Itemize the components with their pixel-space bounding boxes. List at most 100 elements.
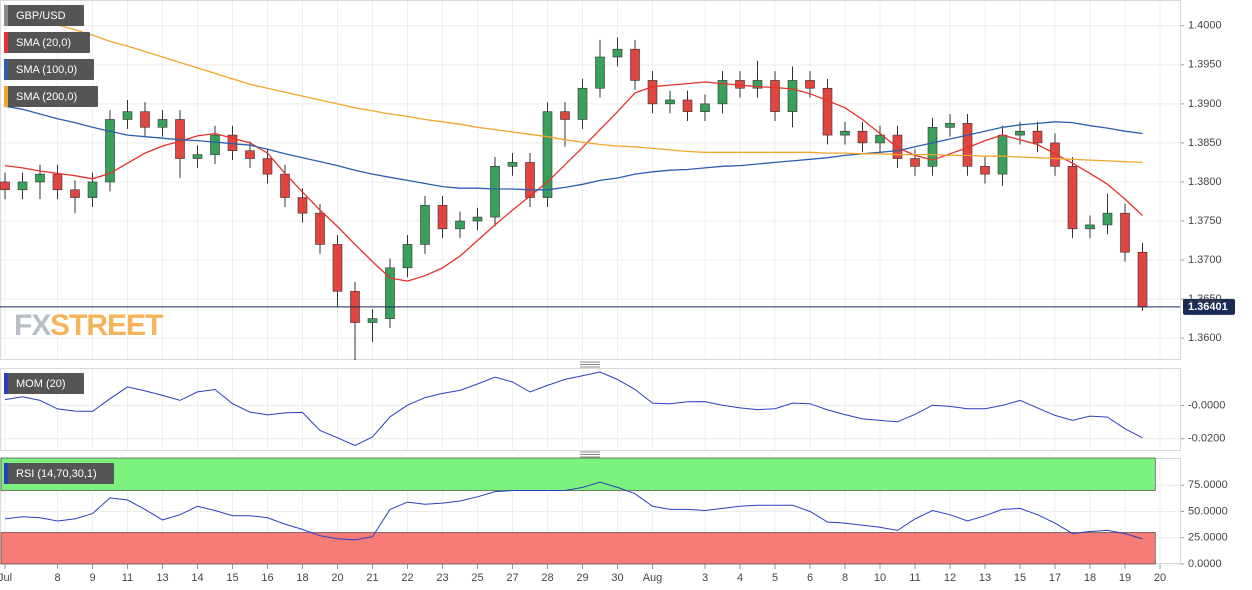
candle-body xyxy=(1015,130,1025,136)
legend-label: GBP/USD xyxy=(16,10,66,22)
x-tick-label: 4 xyxy=(737,572,743,584)
legend-label: MOM (20) xyxy=(16,378,66,390)
marks xyxy=(0,9,1180,565)
candle-body xyxy=(332,244,343,292)
x-tick-label: 13 xyxy=(156,572,168,584)
candle-body xyxy=(910,158,920,167)
candle-body xyxy=(665,99,675,105)
x-tick-label: 22 xyxy=(401,572,413,584)
y-tick-label: 1.3700 xyxy=(1188,254,1222,266)
legend-box xyxy=(4,463,114,484)
candle-body xyxy=(525,162,535,198)
y-tick-label: -0.0200 xyxy=(1188,433,1225,445)
x-tick-label: 6 xyxy=(807,572,813,584)
candle-body xyxy=(210,134,220,155)
legend-label: RSI (14,70,30,1) xyxy=(16,468,97,480)
candle-body xyxy=(752,80,763,89)
candle-body xyxy=(52,173,63,191)
x-tick-label: 28 xyxy=(541,572,553,584)
candle-body xyxy=(927,126,938,167)
candle-body xyxy=(472,216,483,222)
x-tick-label: 20 xyxy=(1154,572,1166,584)
candle-body xyxy=(647,80,658,105)
x-tick-label: 20 xyxy=(331,572,343,584)
legend-swatch xyxy=(4,5,8,26)
candle-body xyxy=(122,111,133,120)
x-tick-label: 8 xyxy=(842,572,848,584)
x-tick-label: 17 xyxy=(1049,572,1061,584)
x-tick-label: 29 xyxy=(576,572,588,584)
candle-body xyxy=(682,99,693,112)
candle-body xyxy=(420,205,430,245)
candle-body xyxy=(0,181,10,191)
candle-body xyxy=(980,166,990,175)
x-tick-label: Aug xyxy=(643,572,663,584)
legend-swatch xyxy=(4,59,8,80)
legend-box xyxy=(4,59,94,80)
x-tick-label: 23 xyxy=(436,572,448,584)
legend: 1.36401 GBP/USD SMA (20,0) SMA (100,0) SMA (… xyxy=(4,5,1235,484)
candle-body xyxy=(717,80,728,105)
candle-body xyxy=(192,154,203,159)
candle-body xyxy=(402,244,413,269)
y-tick-label: 1.3850 xyxy=(1188,137,1222,149)
candle-body xyxy=(17,181,28,191)
x-tick-label: 16 xyxy=(261,572,273,584)
y-tick-label: 0.0000 xyxy=(1188,558,1222,570)
candle-body xyxy=(105,119,115,183)
indicator-line xyxy=(4,371,1143,447)
legend-box xyxy=(4,5,84,26)
candle-body xyxy=(1102,212,1113,226)
y-tick-label: -0.0000 xyxy=(1188,399,1225,411)
candle-body xyxy=(367,318,378,323)
last-price-label: 1.36401 xyxy=(1188,301,1228,313)
candle-body xyxy=(560,111,570,120)
y-tick-label: 1.3800 xyxy=(1188,176,1222,188)
x-tick-label: 25 xyxy=(471,572,483,584)
candle-body xyxy=(315,212,325,245)
sma-line xyxy=(4,81,1143,282)
candle-body xyxy=(997,134,1008,175)
y-tick-label: 1.3950 xyxy=(1188,59,1222,71)
y-tick-label: 50.0000 xyxy=(1188,505,1228,517)
candle-body xyxy=(245,150,255,159)
x-tick-label: 19 xyxy=(1119,572,1131,584)
x-tick-label: 8 xyxy=(54,572,60,584)
y-tick-label: 25.0000 xyxy=(1188,532,1228,544)
oversold-band xyxy=(0,532,1156,565)
candle-body xyxy=(857,130,868,144)
candle-body xyxy=(87,181,98,198)
sma-line xyxy=(4,9,1143,164)
legend-box xyxy=(4,86,98,107)
panel-grip xyxy=(580,361,600,458)
x-tick-label: 9 xyxy=(89,572,95,584)
candle-body xyxy=(70,189,80,198)
x-tick-label: 15 xyxy=(226,572,238,584)
x-tick-label: 13 xyxy=(979,572,991,584)
candle-body xyxy=(157,119,168,128)
sma-line xyxy=(4,105,1143,191)
y-tick-label: 1.3600 xyxy=(1188,332,1222,344)
logo-street: STREET xyxy=(50,309,163,342)
mom-panel xyxy=(0,368,1181,451)
candle-body xyxy=(455,220,465,230)
x-tick-label: 15 xyxy=(1014,572,1026,584)
x-tick-label: 5 xyxy=(772,572,778,584)
y-tick-label: 1.3900 xyxy=(1188,98,1222,110)
legend-swatch xyxy=(4,86,8,107)
overbought-band xyxy=(0,457,1156,491)
x-tick-label: 18 xyxy=(296,572,308,584)
candle-body xyxy=(1085,224,1095,230)
x-tick-label: 11 xyxy=(909,572,920,584)
legend-box xyxy=(4,373,84,394)
candle-body xyxy=(945,123,955,128)
indicator-line xyxy=(4,481,1143,541)
legend-label: SMA (20,0) xyxy=(16,37,71,49)
candle-body xyxy=(1067,166,1078,230)
logo-fx: FX xyxy=(14,309,51,342)
candle-body xyxy=(262,158,273,175)
candle-body xyxy=(962,123,973,167)
y-tick-label: 1.3750 xyxy=(1188,215,1222,227)
